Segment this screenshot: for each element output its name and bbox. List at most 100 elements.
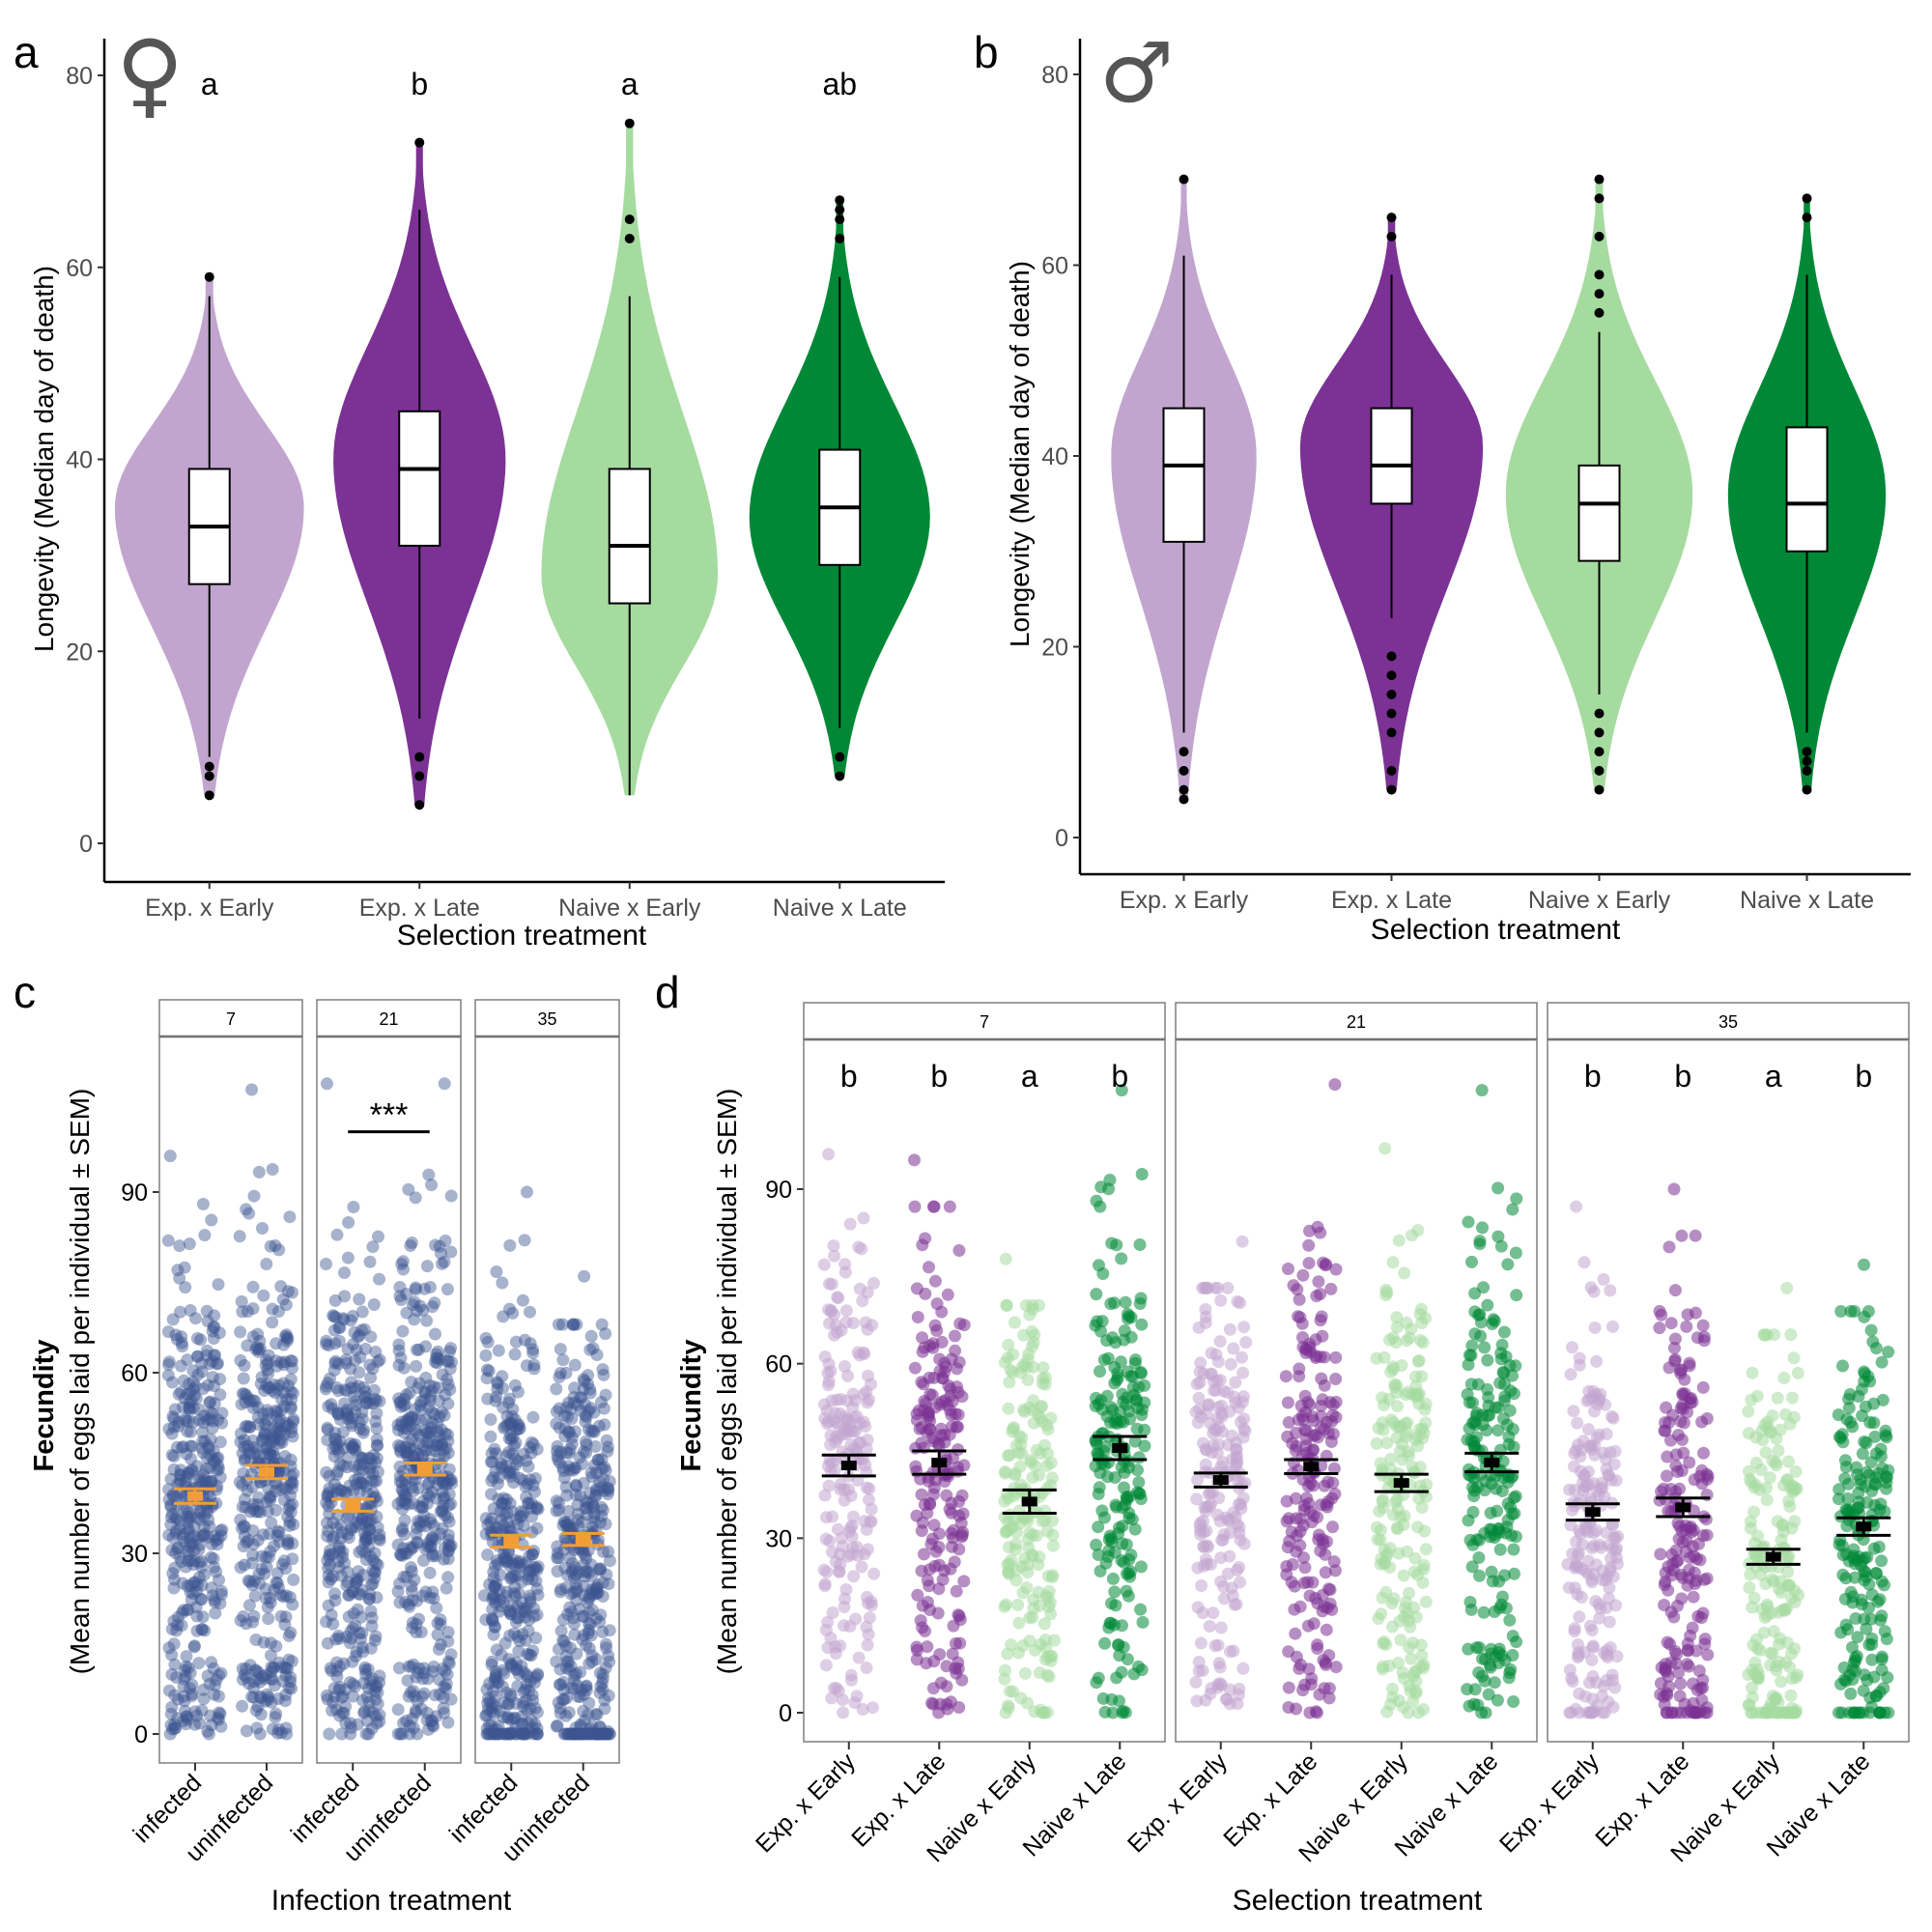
data-point xyxy=(367,1383,381,1397)
data-point xyxy=(1092,1520,1105,1534)
y-tick-label: 0 xyxy=(779,1700,792,1727)
data-point xyxy=(201,1378,214,1392)
data-point xyxy=(323,1549,336,1563)
data-point xyxy=(1293,1370,1306,1383)
data-point xyxy=(264,1596,277,1609)
data-point xyxy=(245,1467,258,1481)
data-point xyxy=(234,1435,247,1449)
data-point xyxy=(1194,1636,1208,1650)
data-point xyxy=(487,1471,500,1485)
data-point xyxy=(195,1623,209,1636)
data-point xyxy=(1282,1263,1294,1275)
data-point xyxy=(1092,1671,1105,1685)
data-point xyxy=(394,1351,408,1365)
data-point xyxy=(208,1560,220,1574)
data-point xyxy=(1667,1610,1681,1624)
group-naive-x-early: a xyxy=(1742,1059,1805,1719)
data-point xyxy=(1386,1690,1400,1704)
data-point xyxy=(209,1596,222,1609)
data-point xyxy=(196,1610,210,1624)
outlier-point xyxy=(1386,784,1397,795)
data-point xyxy=(1128,1522,1142,1536)
data-point xyxy=(162,1684,176,1697)
data-point xyxy=(1508,1567,1520,1580)
data-point xyxy=(355,1513,369,1526)
data-point xyxy=(272,1656,286,1669)
data-point xyxy=(185,1463,199,1476)
data-point xyxy=(242,1207,256,1220)
data-point xyxy=(269,1711,282,1724)
data-point xyxy=(195,1441,209,1455)
data-point xyxy=(907,1153,921,1167)
data-point xyxy=(238,1454,251,1467)
data-point xyxy=(213,1326,226,1340)
data-point xyxy=(245,1480,259,1493)
data-point xyxy=(169,1526,183,1540)
data-point xyxy=(1568,1622,1581,1635)
data-point xyxy=(1026,1549,1039,1563)
data-point xyxy=(170,1523,183,1537)
outlier-point xyxy=(204,271,214,282)
data-point xyxy=(258,1427,271,1440)
data-point xyxy=(1406,1229,1418,1242)
facet-strip-label: 7 xyxy=(980,1012,989,1032)
data-point xyxy=(162,1358,175,1372)
data-point xyxy=(502,1445,516,1459)
data-point xyxy=(200,1304,213,1318)
data-point xyxy=(1288,1603,1301,1616)
data-point xyxy=(285,1655,298,1668)
data-point xyxy=(214,1588,228,1602)
data-point xyxy=(240,1662,253,1675)
data-point xyxy=(1389,1495,1402,1509)
data-point xyxy=(518,1234,531,1247)
data-point xyxy=(365,1577,378,1591)
data-point xyxy=(252,1491,266,1504)
data-point xyxy=(242,1446,256,1460)
mean-marker xyxy=(1112,1442,1128,1453)
data-point xyxy=(182,1548,195,1561)
facet-strip-label: 21 xyxy=(379,1009,398,1029)
significance-letter: a xyxy=(201,67,218,101)
data-point xyxy=(1664,1434,1677,1447)
outlier-point xyxy=(1594,289,1605,299)
data-point xyxy=(233,1230,246,1243)
data-point xyxy=(1374,1457,1387,1470)
data-point xyxy=(1603,1615,1616,1629)
data-point xyxy=(496,1276,509,1290)
data-point xyxy=(1199,1442,1212,1456)
data-point xyxy=(1495,1338,1509,1351)
data-point xyxy=(190,1624,204,1637)
data-point xyxy=(520,1185,533,1199)
data-point xyxy=(1000,1298,1013,1312)
data-point xyxy=(192,1403,206,1416)
data-point xyxy=(1132,1380,1146,1394)
y-tick-label: 90 xyxy=(121,1179,148,1207)
data-point xyxy=(355,1305,369,1319)
data-point xyxy=(342,1409,355,1423)
outlier-point xyxy=(624,233,635,243)
data-point xyxy=(174,1305,186,1319)
data-point xyxy=(251,1534,265,1547)
data-point xyxy=(284,1675,298,1689)
data-point xyxy=(822,1303,835,1317)
data-point xyxy=(327,1695,340,1709)
data-point xyxy=(838,1493,851,1507)
data-point xyxy=(184,1578,197,1592)
data-point xyxy=(238,1387,251,1401)
data-point xyxy=(1600,1428,1613,1440)
data-point xyxy=(243,1420,257,1434)
data-point xyxy=(1399,1388,1412,1402)
data-point xyxy=(1506,1507,1519,1520)
data-point xyxy=(247,1497,261,1511)
mean-marker xyxy=(1484,1458,1500,1468)
data-point xyxy=(1214,1621,1228,1634)
data-point xyxy=(267,1384,280,1398)
data-point xyxy=(245,1083,259,1096)
data-point xyxy=(187,1520,201,1534)
data-point xyxy=(480,1372,494,1385)
data-point xyxy=(190,1584,204,1598)
data-point xyxy=(1658,1599,1671,1611)
data-point xyxy=(270,1354,283,1368)
data-point xyxy=(1034,1637,1047,1651)
data-point xyxy=(174,1473,187,1487)
